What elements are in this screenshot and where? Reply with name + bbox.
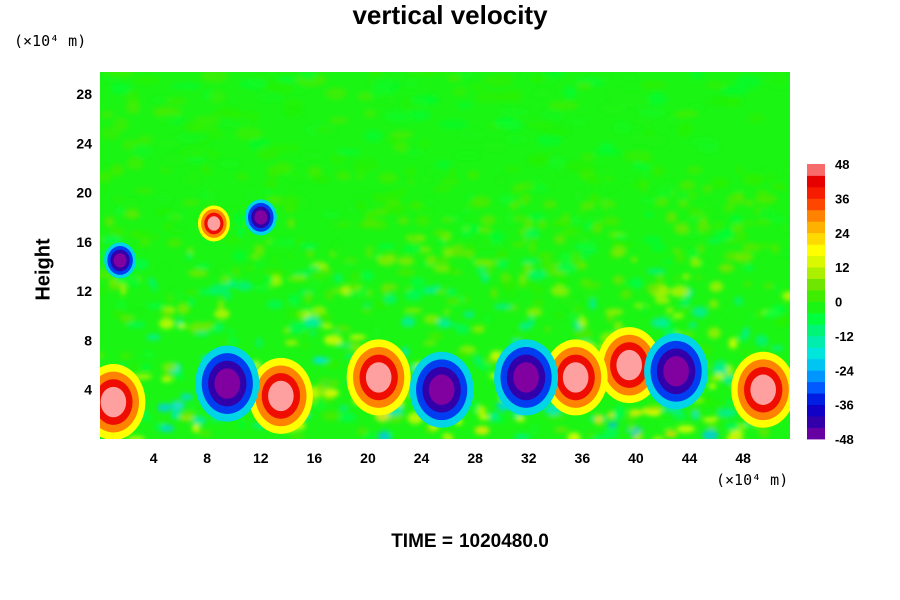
colorbar-band — [807, 198, 825, 211]
y-tick-label: 12 — [76, 283, 92, 299]
colorbar-band — [807, 175, 825, 188]
colorbar-tick-label: -24 — [835, 363, 855, 378]
colorbar-band — [807, 312, 825, 325]
colorbar-band — [807, 290, 825, 302]
colorbar-band — [807, 255, 825, 268]
colorbar-band — [807, 370, 825, 383]
updraft-cell-6 — [543, 339, 608, 416]
colorbar-tick-label: 12 — [835, 260, 849, 275]
colorbar-band — [807, 358, 825, 371]
colorbar-band — [807, 267, 825, 279]
colorbar: -48 -36 -24 -12 0 12 24 36 48 — [807, 157, 855, 447]
colorbar-band — [807, 232, 825, 245]
downdraft-cell-0 — [195, 345, 260, 422]
x-tick-label: 44 — [682, 450, 698, 466]
updraft-cell-2 — [346, 339, 411, 416]
y-tick-label: 20 — [76, 185, 92, 201]
y-tick-label: 4 — [84, 382, 92, 398]
x-tick-label: 32 — [521, 450, 537, 466]
y-tick-label: 16 — [76, 234, 92, 250]
updraft-cell-5 — [197, 205, 230, 242]
y-tick-label: 24 — [76, 135, 92, 151]
x-unit-label: (×10⁴ m) — [716, 471, 789, 489]
colorbar-band — [807, 416, 825, 428]
colorbar-tick-label: 0 — [835, 295, 842, 310]
x-tick-label: 40 — [628, 450, 644, 466]
colorbar-tick-label: 36 — [835, 191, 849, 206]
y-unit-label: (×10⁴ m) — [14, 32, 87, 50]
colorbar-tick-label: -12 — [835, 329, 854, 344]
colorbar-band — [807, 164, 825, 176]
x-axis-ticks: 4 8 12 16 20 24 28 32 36 40 44 48 — [150, 450, 751, 466]
colorbar-band — [807, 244, 825, 257]
time-label: TIME = — [391, 531, 453, 552]
y-tick-label: 28 — [76, 86, 92, 102]
downdraft-cell-1 — [409, 351, 474, 428]
y-axis-ticks: 4 8 12 16 20 24 28 — [76, 86, 92, 398]
x-tick-label: 4 — [150, 450, 158, 466]
downdraft-cell-4 — [104, 242, 137, 279]
colorbar-band — [807, 381, 825, 394]
x-tick-label: 48 — [735, 450, 751, 466]
x-tick-label: 28 — [467, 450, 483, 466]
updraft-cell-3 — [597, 327, 662, 404]
velocity-field — [100, 72, 790, 439]
colorbar-band — [807, 186, 825, 199]
updraft-cell-0 — [100, 364, 146, 439]
chart-title: vertical velocity — [352, 0, 548, 30]
colorbar-band — [807, 221, 825, 234]
time-value: 1020480.0 — [458, 531, 549, 552]
downdraft-cell-2 — [494, 339, 559, 416]
colorbar-band — [807, 404, 825, 417]
colorbar-band — [807, 335, 825, 348]
x-tick-label: 36 — [575, 450, 591, 466]
downdraft-cell-5 — [244, 199, 277, 236]
colorbar-tick-label: -48 — [835, 432, 854, 447]
updraft-cell-4 — [731, 351, 790, 428]
colorbar-tick-label: -36 — [835, 398, 854, 413]
x-tick-label: 20 — [360, 450, 376, 466]
colorbar-band — [807, 324, 825, 337]
x-tick-label: 8 — [203, 450, 211, 466]
x-tick-label: 24 — [414, 450, 430, 466]
colorbar-band — [807, 393, 825, 406]
colorbar-tick-label: 48 — [835, 157, 849, 172]
updraft-cell-1 — [248, 357, 313, 434]
x-tick-label: 12 — [253, 450, 269, 466]
x-tick-label: 16 — [307, 450, 323, 466]
colorbar-band — [807, 209, 825, 222]
colorbar-band — [807, 427, 825, 440]
colorbar-band — [807, 278, 825, 291]
downdraft-cell-3 — [644, 333, 709, 410]
y-tick-label: 8 — [84, 332, 92, 348]
colorbar-band — [807, 347, 825, 360]
colorbar-tick-label: 24 — [835, 226, 850, 241]
colorbar-band — [807, 301, 825, 314]
time-readout: TIME = 1020480.0 — [0, 531, 900, 553]
